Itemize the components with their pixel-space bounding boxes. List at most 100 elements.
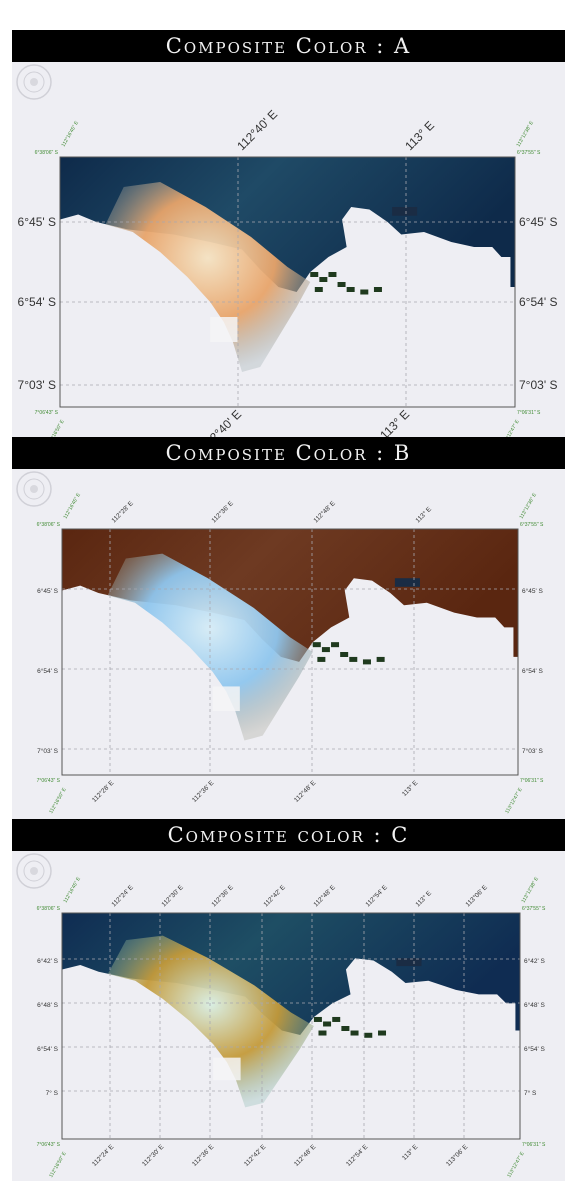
- corner-lon-tr: 113°12'38" E: [521, 876, 541, 904]
- corner-lon-tl: 112°16'45" E: [63, 876, 83, 904]
- corner-lat-bl: 7°06'43" S: [37, 1142, 61, 1148]
- lon-label-top: 112°36' E: [210, 499, 236, 525]
- lon-label-bottom: 112°48' E: [292, 778, 318, 804]
- map-frame: 112°40' E 112°40' E 113° E 113° E 6°45' S 6°4…: [12, 62, 565, 437]
- lon-label-top: 112°54' E: [364, 883, 390, 909]
- corner-lon-bl: 112°16'50" E: [46, 418, 66, 437]
- land-patch: [210, 317, 238, 342]
- coastal-pixels: [313, 1016, 387, 1038]
- sediment-plume: [105, 182, 311, 372]
- map-frame: 112°28' E 112°28' E 112°36' E 112°36' E 112°…: [12, 469, 565, 819]
- map-image: 112°40' E 112°40' E 113° E 113° E 6°45' S 6°4…: [16, 64, 557, 437]
- lon-label-bottom: 113° E: [377, 407, 412, 437]
- corner-lat-bl: 7°06'43" S: [35, 410, 59, 416]
- lat-label-left: 6°54' S: [37, 1045, 58, 1053]
- lat-label-right: 6°54' S: [524, 1045, 545, 1053]
- emblem-logo: [16, 471, 52, 507]
- lat-label-left: 6°45' S: [37, 587, 58, 595]
- lon-label-top: 112°48' E: [312, 883, 338, 909]
- lat-label-right: 7° S: [524, 1089, 537, 1097]
- lon-label-top: 113° E: [414, 505, 434, 525]
- lon-label-bottom: 112°42' E: [242, 1142, 268, 1168]
- panel-title: Composite Color : A: [165, 34, 412, 58]
- lon-label-bottom: 112°28' E: [90, 778, 116, 804]
- lat-label-left: 6°45' S: [18, 215, 56, 229]
- corner-lat-tl: 6°38'06" S: [35, 150, 59, 156]
- lat-label-left: 6°48' S: [37, 1001, 58, 1009]
- lat-label-right: 7°03' S: [519, 378, 557, 392]
- lon-label-top: 112°40' E: [234, 107, 280, 153]
- map-border: [59, 156, 516, 408]
- emblem-logo: [16, 853, 52, 889]
- lat-label-left: 7°03' S: [18, 378, 56, 392]
- lat-label-right: 6°45' S: [519, 215, 557, 229]
- lon-label-top: 112°28' E: [110, 499, 136, 525]
- graticule: [62, 529, 518, 775]
- corner-lon-tl: 112°16'45" E: [61, 120, 81, 148]
- sediment-plume: [107, 553, 313, 741]
- lon-label-top: 112°36' E: [210, 883, 236, 909]
- lat-label-right: 6°54' S: [519, 295, 557, 309]
- corner-lon-br: 113°12'47" E: [501, 418, 521, 437]
- title-banner: Composite color : C: [12, 819, 565, 851]
- corner-lat-br: 7°06'31" S: [522, 1142, 546, 1148]
- title-banner: Composite Color : B: [12, 437, 565, 469]
- lat-label-right: 7°03' S: [522, 747, 543, 755]
- map-image: 112°24' E 112°24' E 112°30' E 112°30' E 112°…: [16, 853, 546, 1179]
- lon-label-bottom: 112°36' E: [190, 1142, 216, 1168]
- lon-label-top: 112°42' E: [262, 883, 288, 909]
- lon-label-top: 112°48' E: [312, 499, 338, 525]
- lon-label-bottom: 112°48' E: [292, 1142, 318, 1168]
- land-patch: [213, 1057, 241, 1081]
- lon-label-bottom: 112°36' E: [190, 778, 216, 804]
- lon-label-top: 113° E: [414, 889, 434, 909]
- emblem-logo: [16, 64, 52, 100]
- corner-lat-tr: 6°37'55" S: [520, 522, 544, 528]
- lon-label-bottom: 113° E: [400, 1142, 420, 1162]
- lat-label-left: 7° S: [46, 1089, 59, 1097]
- panel-title: Composite color : C: [167, 823, 410, 847]
- lat-label-left: 6°54' S: [18, 295, 56, 309]
- lon-label-top: 113°06' E: [464, 883, 490, 909]
- title-banner: Composite Color : A: [12, 30, 565, 62]
- lon-label-top: 113° E: [402, 118, 437, 153]
- corner-lat-tr: 6°37'55" S: [517, 150, 541, 156]
- coastal-pixels: [310, 272, 382, 295]
- lat-label-left: 6°54' S: [37, 667, 58, 675]
- corner-lon-tr: 113°12'36" E: [519, 492, 539, 520]
- island-notch: [396, 958, 422, 967]
- graticule: [60, 157, 515, 407]
- panel-title: Composite Color : B: [165, 441, 412, 465]
- island-notch: [394, 578, 420, 587]
- lon-label-bottom: 112°30' E: [140, 1142, 166, 1168]
- lon-label-bottom: 113° E: [400, 778, 420, 798]
- lat-label-left: 7°03' S: [37, 747, 58, 755]
- lon-label-bottom: 112°24' E: [90, 1142, 116, 1168]
- corner-lat-tl: 6°38'06" S: [37, 906, 61, 912]
- corner-lat-tl: 6°38'06" S: [37, 522, 61, 528]
- corner-lon-bl: 112°16'50" E: [48, 786, 68, 814]
- corner-lon-br: 113°12'47" E: [504, 786, 524, 814]
- lon-label-bottom: 113°06' E: [444, 1142, 470, 1168]
- lat-label-right: 6°48' S: [524, 1001, 545, 1009]
- corner-lat-br: 7°06'31" S: [517, 410, 541, 416]
- lon-label-bottom: 112°54' E: [344, 1142, 370, 1168]
- corner-lat-tr: 6°37'55" S: [522, 906, 546, 912]
- graticule: [62, 913, 520, 1139]
- lon-label-bottom: 112°40' E: [198, 407, 244, 437]
- land-patch: [212, 686, 240, 712]
- island-notch: [392, 207, 418, 216]
- lat-label-left: 6°42' S: [37, 957, 58, 965]
- corner-lon-bl: 112°16'50" E: [48, 1150, 68, 1178]
- corner-lat-br: 7°06'31" S: [520, 778, 544, 784]
- corner-lat-bl: 7°06'43" S: [37, 778, 61, 784]
- map-frame: 112°24' E 112°24' E 112°30' E 112°30' E 112°…: [12, 851, 565, 1181]
- corner-lon-br: 113°12'47" E: [506, 1150, 526, 1178]
- corner-lon-tl: 112°16'45" E: [63, 492, 83, 520]
- map-border: [61, 528, 519, 776]
- corner-lon-tr: 113°12'38" E: [516, 120, 536, 148]
- lat-label-right: 6°42' S: [524, 957, 545, 965]
- coastal-pixels: [312, 642, 385, 665]
- lat-label-right: 6°54' S: [522, 667, 543, 675]
- lon-label-top: 112°24' E: [110, 883, 136, 909]
